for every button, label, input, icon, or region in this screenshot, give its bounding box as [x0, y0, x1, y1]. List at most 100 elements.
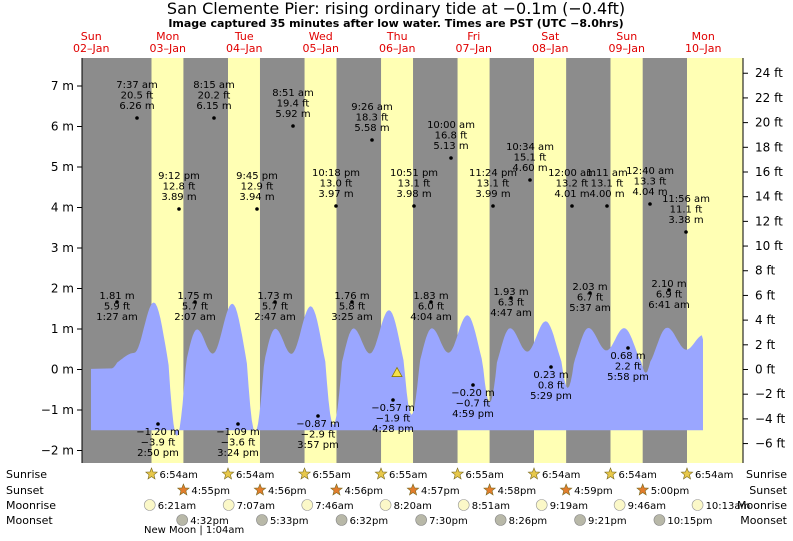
- tide-time: 3:24 pm: [217, 448, 259, 459]
- tide-point: [491, 204, 495, 208]
- row-label-left-moonset: Moonset: [6, 514, 53, 527]
- right-tick-label: 24 ft: [755, 66, 783, 80]
- sunrise-time: 6:54am: [159, 470, 197, 481]
- sunrise-icon: [527, 467, 541, 480]
- tide-height-ft: 12.8 ft: [163, 182, 196, 193]
- tide-height-ft: 13.1 ft: [398, 179, 431, 190]
- tide-time: 4:28 pm: [372, 424, 414, 435]
- tide-height-ft: 18.3 ft: [356, 113, 389, 124]
- tide-height-ft: 11.1 ft: [670, 205, 703, 216]
- moonset-time: 10:15pm: [667, 516, 712, 527]
- sunset-icon: [253, 483, 267, 496]
- tide-time: 11:24 pm: [469, 168, 517, 179]
- tide-height-m: 1.76 m: [334, 291, 369, 302]
- tide-height-ft: 20.2 ft: [198, 91, 231, 102]
- moonrise-time: 8:51am: [472, 501, 510, 512]
- tide-time: 2:07 am: [174, 312, 216, 323]
- day-name: Sat: [541, 30, 560, 43]
- tide-height-ft: 5.9 ft: [104, 302, 130, 313]
- day-name: Wed: [309, 30, 333, 43]
- tide-time: 2:50 pm: [137, 448, 179, 459]
- row-label-right-sunrise: Sunrise: [746, 468, 787, 481]
- tide-height-ft: 13.1 ft: [477, 179, 510, 190]
- tide-height-m: 3.89 m: [161, 192, 196, 203]
- tide-point: [605, 204, 609, 208]
- moonrise-time: 7:07am: [237, 501, 275, 512]
- day-name: Sun: [616, 30, 637, 43]
- day-date: 04–Jan: [226, 42, 262, 55]
- sunrise-icon: [604, 467, 617, 480]
- sunrise-icon: [145, 467, 158, 480]
- tide-time: 10:34 am: [506, 142, 554, 153]
- sun-moon-rows: Sunrise Sunrise Sunset Sunset Moonrise Moonri…: [6, 467, 788, 536]
- tide-point: [212, 116, 216, 120]
- tide-height-ft: 13.0 ft: [320, 179, 353, 190]
- tide-time: 3:25 am: [331, 312, 373, 323]
- right-tick-label: 4 ft: [755, 313, 775, 327]
- right-tick-label: 18 ft: [755, 140, 783, 154]
- day-date: 10–Jan: [685, 42, 721, 55]
- row-label-left-moonrise: Moonrise: [6, 499, 56, 512]
- sunset-icon: [330, 483, 343, 496]
- tide-height-m: 2.10 m: [651, 279, 686, 290]
- moonset-time: 6:32pm: [350, 516, 389, 527]
- sunset-time: 4:59pm: [574, 486, 613, 497]
- new-moon-note: New Moon | 1:04am: [144, 525, 244, 536]
- moonrise-icon: [301, 499, 314, 511]
- tide-height-m: −0.57 m: [371, 403, 415, 414]
- moonset-time: 8:26pm: [509, 516, 548, 527]
- tide-height-ft: 0.8 ft: [538, 381, 564, 392]
- tide-time: 5:58 pm: [607, 372, 649, 383]
- right-tick-label: −4 ft: [755, 412, 786, 426]
- tide-point: [135, 116, 139, 120]
- row-label-right-sunset: Sunset: [749, 484, 787, 497]
- tide-time: 10:00 am: [427, 120, 475, 131]
- tide-point: [667, 288, 671, 292]
- tide-height-m: 3.94 m: [239, 192, 274, 203]
- tide-height-m: −1.09 m: [216, 427, 260, 438]
- tide-height-m: −0.20 m: [451, 388, 495, 399]
- tide-time: 9:12 pm: [158, 171, 200, 182]
- tide-point: [549, 365, 553, 369]
- tide-point: [471, 383, 475, 387]
- sunset-icon: [176, 483, 190, 496]
- tide-height-ft: 19.4 ft: [277, 99, 310, 110]
- left-tick-label: −1 m: [41, 403, 74, 417]
- day-date: 03–Jan: [150, 42, 186, 55]
- sunrise-time: 6:55am: [389, 470, 427, 481]
- moonrise-icon: [691, 499, 704, 511]
- tide-height-ft: 5.7 ft: [262, 302, 288, 313]
- day-date: 05–Jan: [303, 42, 339, 55]
- right-tick-label: −6 ft: [755, 437, 786, 451]
- sunset-time: 4:57pm: [421, 486, 460, 497]
- tide-height-ft: 6.9 ft: [656, 290, 682, 301]
- row-label-left-sunrise: Sunrise: [6, 468, 47, 481]
- tide-height-m: 4.60 m: [512, 163, 547, 174]
- sunset-time: 4:55pm: [191, 486, 230, 497]
- sunrise-time: 6:54am: [236, 470, 274, 481]
- tide-height-ft: 12.9 ft: [241, 182, 274, 193]
- day-headers: Sun02–JanMon03–JanTue04–JanWed05–JanThu0…: [73, 30, 721, 55]
- sunrise-time: 6:54am: [618, 470, 656, 481]
- left-tick-label: 1 m: [51, 322, 74, 336]
- tide-time: 2:47 am: [254, 312, 296, 323]
- sunrise-time: 6:55am: [313, 470, 351, 481]
- right-tick-label: −2 ft: [755, 387, 786, 401]
- moonrise-time: 9:46am: [628, 501, 666, 512]
- moonset-icon: [494, 514, 507, 526]
- tide-height-m: 1.73 m: [257, 291, 292, 302]
- tide-height-ft: 13.3 ft: [634, 177, 667, 188]
- tide-height-ft: 5.8 ft: [339, 302, 365, 313]
- tide-time: 7:37 am: [116, 80, 158, 91]
- tide-height-ft: −0.7 ft: [456, 399, 491, 410]
- moonrise-icon: [379, 499, 392, 511]
- right-tick-label: 0 ft: [755, 363, 775, 377]
- moonrise-time: 7:46am: [315, 501, 353, 512]
- tide-point: [509, 296, 513, 300]
- sunset-time: 4:56pm: [268, 486, 307, 497]
- tide-height-m: 3.97 m: [318, 189, 353, 200]
- tide-height-m: 3.98 m: [396, 189, 431, 200]
- right-tick-label: 22 ft: [755, 91, 783, 105]
- tide-point: [177, 207, 181, 211]
